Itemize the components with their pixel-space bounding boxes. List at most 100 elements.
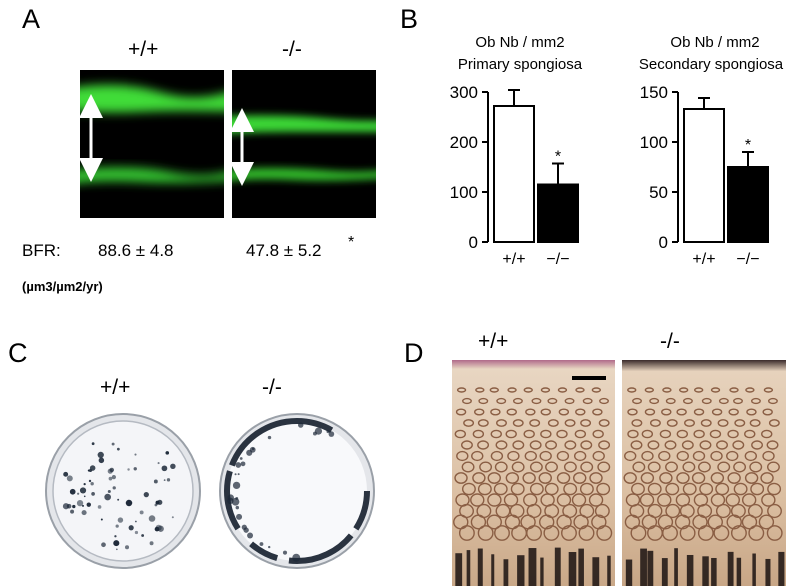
panel-a-genotype-wt: +/+	[128, 38, 159, 61]
chondrocyte	[717, 419, 729, 427]
chondrocyte	[493, 482, 508, 496]
y-tick-label: 100	[450, 183, 478, 202]
chondrocyte	[710, 472, 725, 484]
chondrocyte	[511, 461, 525, 473]
stain-spot	[239, 457, 243, 460]
chondrocyte	[744, 450, 758, 462]
chondrocyte	[684, 419, 695, 427]
chondrocyte	[766, 461, 780, 473]
chondrocyte	[699, 482, 714, 496]
stain-spot	[108, 476, 113, 481]
chondrocyte	[647, 440, 660, 450]
chondrocyte	[644, 387, 655, 393]
chondrocyte	[571, 493, 587, 507]
stain-spot	[97, 451, 104, 459]
chondrocyte	[505, 429, 517, 439]
stain-spot	[139, 510, 144, 515]
chondrocyte	[580, 440, 593, 450]
stain-spot	[267, 435, 272, 440]
chondrocyte	[540, 429, 552, 439]
stain-spot	[115, 524, 119, 528]
stain-spot	[81, 510, 87, 516]
stain-spot	[124, 545, 130, 550]
stain-spot	[111, 475, 116, 480]
bar	[727, 166, 769, 243]
chondrocyte	[598, 440, 611, 450]
chondrocyte	[564, 397, 575, 405]
stain-spot	[107, 489, 111, 494]
chondrocyte	[709, 429, 722, 439]
trabecula	[466, 550, 471, 586]
panel-d-genotype-ko: -/-	[660, 330, 680, 353]
chondrocyte	[630, 525, 647, 541]
chondrocyte	[477, 440, 490, 450]
stain-spot	[72, 504, 76, 509]
stain-spot	[135, 520, 137, 523]
chondrocyte	[506, 408, 517, 416]
stain-spot	[117, 498, 120, 501]
chondrocyte	[510, 482, 525, 496]
chondrocyte	[710, 387, 721, 393]
chondrocyte	[716, 440, 728, 450]
chondrocyte	[763, 387, 774, 393]
chart1-title-line1: Ob Nb / mm2	[475, 34, 565, 51]
chondrocyte	[557, 387, 568, 393]
bfr-label: BFR:	[22, 241, 61, 260]
chondrocyte	[558, 408, 570, 416]
stain-spot	[247, 532, 254, 539]
chondrocyte	[477, 419, 489, 427]
chondrocyte	[766, 525, 783, 541]
chondrocyte	[701, 397, 712, 405]
stain-spot	[259, 542, 264, 546]
chondrocyte	[768, 419, 780, 427]
chondrocyte	[594, 503, 610, 519]
stain-spot	[83, 495, 86, 498]
chondrocyte	[748, 525, 765, 541]
chondrocyte	[713, 525, 730, 541]
chondrocyte	[641, 450, 654, 462]
stain-spot	[83, 483, 86, 486]
trabecula	[727, 551, 734, 586]
chondrocyte	[477, 482, 492, 496]
chondrocyte	[639, 493, 655, 507]
chondrocyte	[766, 440, 779, 450]
chondrocyte	[580, 461, 594, 473]
stain-spot	[125, 499, 133, 507]
chondrocyte	[472, 429, 485, 439]
chondrocyte	[762, 408, 773, 416]
chondrocyte	[538, 514, 555, 530]
stain-spot	[114, 535, 117, 538]
chondrocyte	[575, 387, 585, 393]
chondrocyte	[588, 493, 604, 507]
chondrocyte	[697, 525, 714, 541]
chondrocyte	[676, 408, 687, 416]
chondrocyte	[547, 419, 559, 427]
chondrocyte	[741, 493, 757, 507]
chondrocyte	[631, 419, 643, 427]
trabecula	[477, 548, 483, 586]
chondrocyte	[529, 440, 542, 450]
chondrocyte	[632, 397, 642, 405]
chondrocyte	[749, 419, 761, 427]
chondrocyte	[564, 440, 577, 450]
chondrocyte	[545, 461, 558, 473]
chondrocyte	[529, 419, 541, 427]
chondrocyte	[507, 387, 517, 393]
chondrocyte	[632, 461, 646, 473]
chondrocyte	[711, 408, 723, 416]
chondrocyte	[727, 429, 739, 439]
y-tick-label: 150	[640, 83, 668, 102]
chondrocyte	[454, 472, 468, 484]
chondrocyte	[649, 419, 661, 427]
chondrocyte	[697, 461, 711, 473]
chondrocyte	[710, 450, 723, 462]
chondrocyte	[751, 440, 764, 450]
chondrocyte	[693, 408, 705, 416]
stain-spot	[163, 479, 166, 482]
chart1-title-line2: Primary spongiosa	[457, 56, 583, 73]
chondrocyte	[540, 387, 551, 393]
chondrocyte	[486, 514, 502, 530]
stain-spot	[143, 491, 149, 498]
chondrocyte	[490, 429, 502, 439]
stain-spot	[104, 493, 111, 501]
